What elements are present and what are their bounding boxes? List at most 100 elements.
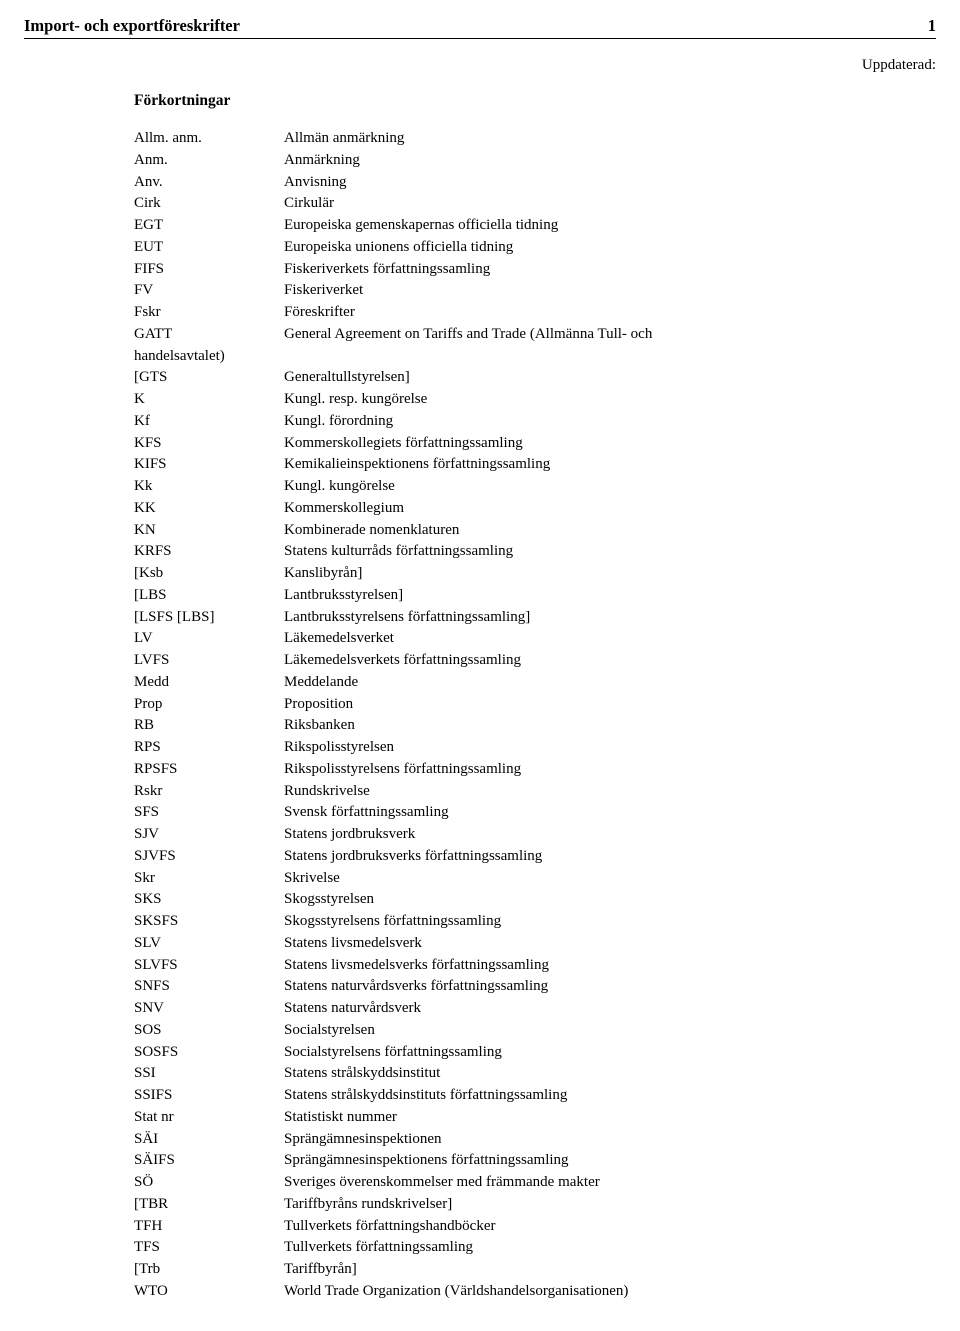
abbr-term: SSI (134, 1063, 284, 1085)
abbr-definition: Kemikalieinspektionens författningssamli… (284, 454, 936, 476)
abbr-row: TFSTullverkets författningssamling (134, 1237, 936, 1259)
abbr-term: SÄI (134, 1129, 284, 1151)
abbr-term: SSIFS (134, 1085, 284, 1107)
abbr-term: SLV (134, 933, 284, 955)
abbr-row: KFSKommerskollegiets författningssamling (134, 433, 936, 455)
abbr-row: SJVStatens jordbruksverk (134, 824, 936, 846)
abbr-term: RB (134, 715, 284, 737)
abbr-row: WTOWorld Trade Organization (Världshande… (134, 1281, 936, 1303)
abbr-definition: Sprängämnesinspektionens författningssam… (284, 1150, 936, 1172)
abbr-definition: Anvisning (284, 172, 936, 194)
abbr-definition: Europeiska gemenskapernas officiella tid… (284, 215, 936, 237)
abbr-term: FIFS (134, 259, 284, 281)
abbr-term: handelsavtalet) (134, 346, 284, 368)
abbr-definition: Sprängämnesinspektionen (284, 1129, 936, 1151)
abbr-term: LV (134, 628, 284, 650)
abbr-term: EGT (134, 215, 284, 237)
abbr-row: SÄISprängämnesinspektionen (134, 1129, 936, 1151)
abbreviation-list: Allm. anm.Allmän anmärkningAnm.Anmärknin… (134, 128, 936, 1303)
abbr-term: Cirk (134, 193, 284, 215)
abbr-definition: Läkemedelsverkets författningssamling (284, 650, 936, 672)
abbr-definition: Kommerskollegium (284, 498, 936, 520)
abbr-term: FV (134, 280, 284, 302)
abbr-term: SJVFS (134, 846, 284, 868)
abbr-row: SKSSkogsstyrelsen (134, 889, 936, 911)
abbr-term: RPSFS (134, 759, 284, 781)
abbr-definition: Tullverkets författningshandböcker (284, 1216, 936, 1238)
abbr-definition: Socialstyrelsen (284, 1020, 936, 1042)
abbr-term: EUT (134, 237, 284, 259)
abbr-definition: Tariffbyrån] (284, 1259, 936, 1281)
abbr-row: LVLäkemedelsverket (134, 628, 936, 650)
abbr-definition: Allmän anmärkning (284, 128, 936, 150)
abbr-definition: Rundskrivelse (284, 781, 936, 803)
abbr-row: SJVFSStatens jordbruksverks författnings… (134, 846, 936, 868)
abbr-definition: Rikspolisstyrelsen (284, 737, 936, 759)
abbr-row: KfKungl. förordning (134, 411, 936, 433)
abbr-definition: Kommerskollegiets författningssamling (284, 433, 936, 455)
abbr-term: Kk (134, 476, 284, 498)
abbr-row: CirkCirkulär (134, 193, 936, 215)
abbr-row: SNVStatens naturvårdsverk (134, 998, 936, 1020)
abbr-definition: Skrivelse (284, 868, 936, 890)
abbr-definition: Statens livsmedelsverk (284, 933, 936, 955)
abbr-term: KK (134, 498, 284, 520)
page-header: Import- och exportföreskrifter 1 (24, 16, 936, 39)
abbr-term: SKSFS (134, 911, 284, 933)
abbr-definition: Kungl. kungörelse (284, 476, 936, 498)
abbr-row: FIFSFiskeriverkets författningssamling (134, 259, 936, 281)
abbr-definition: Svensk författningssamling (284, 802, 936, 824)
abbr-row: SFSSvensk författningssamling (134, 802, 936, 824)
abbr-term: SNV (134, 998, 284, 1020)
abbr-term: Medd (134, 672, 284, 694)
abbr-definition: Proposition (284, 694, 936, 716)
abbr-term: KIFS (134, 454, 284, 476)
abbr-row: GATTGeneral Agreement on Tariffs and Tra… (134, 324, 936, 346)
abbr-row: Stat nrStatistiskt nummer (134, 1107, 936, 1129)
abbr-row: [GTSGeneraltullstyrelsen] (134, 367, 936, 389)
abbr-definition: General Agreement on Tariffs and Trade (… (284, 324, 936, 346)
abbr-row: KKungl. resp. kungörelse (134, 389, 936, 411)
abbr-row: handelsavtalet) (134, 346, 936, 368)
abbr-definition: Riksbanken (284, 715, 936, 737)
abbr-row: PropProposition (134, 694, 936, 716)
abbr-definition: Kungl. resp. kungörelse (284, 389, 936, 411)
abbr-row: EUTEuropeiska unionens officiella tidnin… (134, 237, 936, 259)
abbr-row: [LBSLantbruksstyrelsen] (134, 585, 936, 607)
abbr-row: SkrSkrivelse (134, 868, 936, 890)
header-page-number: 1 (928, 16, 936, 36)
abbr-row: RskrRundskrivelse (134, 781, 936, 803)
abbr-row: KNKombinerade nomenklaturen (134, 520, 936, 542)
abbr-term: [LSFS [LBS] (134, 607, 284, 629)
abbr-definition: Statens kulturråds författningssamling (284, 541, 936, 563)
abbr-definition: Statens livsmedelsverks författningssaml… (284, 955, 936, 977)
abbr-definition: Generaltullstyrelsen] (284, 367, 936, 389)
abbr-definition: Kanslibyrån] (284, 563, 936, 585)
abbr-term: Fskr (134, 302, 284, 324)
abbr-term: SLVFS (134, 955, 284, 977)
abbr-row: MeddMeddelande (134, 672, 936, 694)
header-title: Import- och exportföreskrifter (24, 16, 240, 36)
abbr-row: SSIFSStatens strålskyddsinstituts förfat… (134, 1085, 936, 1107)
abbr-definition: Sveriges överenskommelser med främmande … (284, 1172, 936, 1194)
abbr-term: Anv. (134, 172, 284, 194)
abbr-definition: World Trade Organization (Världshandelso… (284, 1281, 936, 1303)
abbr-term: Kf (134, 411, 284, 433)
abbr-definition: Anmärkning (284, 150, 936, 172)
abbr-term: [LBS (134, 585, 284, 607)
abbr-term: KRFS (134, 541, 284, 563)
abbr-definition: Skogsstyrelsens författningssamling (284, 911, 936, 933)
abbr-definition: Statens jordbruksverks författningssamli… (284, 846, 936, 868)
abbr-term: Stat nr (134, 1107, 284, 1129)
updated-label: Uppdaterad: (24, 57, 936, 74)
page: Import- och exportföreskrifter 1 Uppdate… (0, 0, 960, 1327)
abbr-row: SLVStatens livsmedelsverk (134, 933, 936, 955)
abbr-term: SNFS (134, 976, 284, 998)
abbr-term: LVFS (134, 650, 284, 672)
abbr-row: LVFSLäkemedelsverkets författningssamlin… (134, 650, 936, 672)
abbr-term: [GTS (134, 367, 284, 389)
abbr-term: Anm. (134, 150, 284, 172)
abbr-row: SOSSocialstyrelsen (134, 1020, 936, 1042)
abbr-definition: Lantbruksstyrelsen] (284, 585, 936, 607)
abbr-row: [TrbTariffbyrån] (134, 1259, 936, 1281)
